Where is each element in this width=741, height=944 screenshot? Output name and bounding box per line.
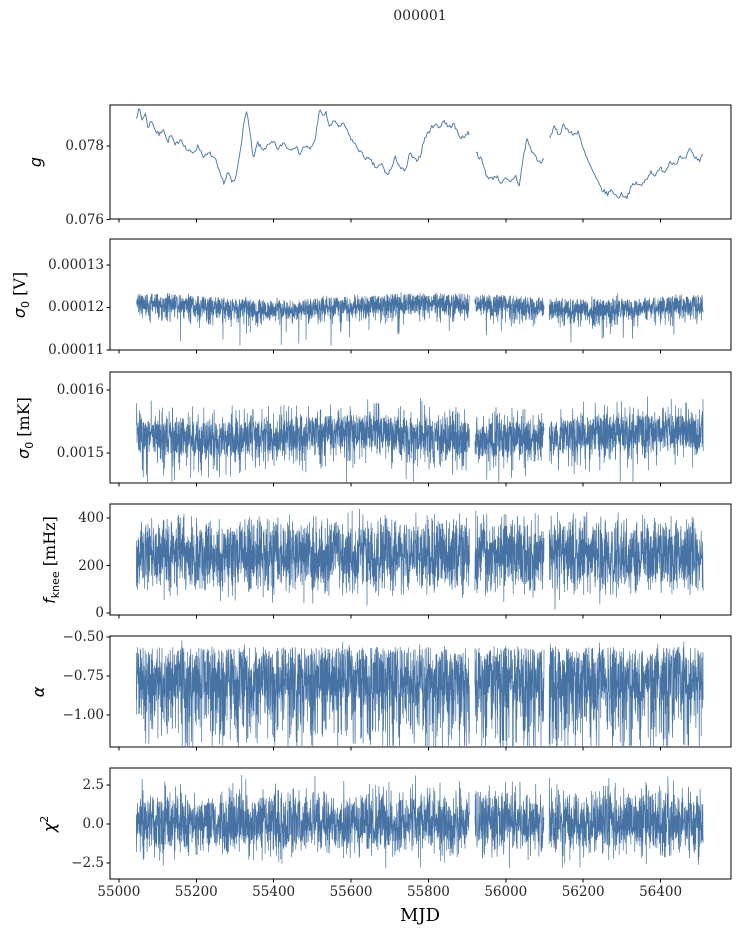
x-tick-label: 56000 xyxy=(484,884,528,900)
data-series-alpha xyxy=(135,640,470,748)
y-tick-label: −0.50 xyxy=(62,628,104,645)
panel-frame xyxy=(109,503,732,616)
x-tick-label: 56400 xyxy=(639,884,683,900)
panel-frame xyxy=(109,238,732,351)
data-series-chi2 xyxy=(548,776,704,868)
x-tick-label: 56200 xyxy=(561,884,605,900)
y-axis-label-sigma0-mk: σ0 [mK] xyxy=(14,396,36,459)
data-series-fknee xyxy=(548,511,704,610)
data-series-gain xyxy=(475,138,545,187)
x-tick-label: 55200 xyxy=(174,884,218,900)
data-series-sigma0-mk xyxy=(548,396,704,484)
data-series-gain xyxy=(549,123,704,200)
data-series-alpha xyxy=(548,641,704,748)
x-tick-label: 55600 xyxy=(329,884,373,900)
y-tick-label: 2.5 xyxy=(82,776,104,793)
y-tick-label: 0.078 xyxy=(65,137,104,154)
panel-frame xyxy=(109,104,732,220)
x-tick-label: 55000 xyxy=(97,884,141,900)
x-tick-label: 55400 xyxy=(252,884,296,900)
y-tick-label: 400 xyxy=(78,510,104,527)
data-series-chi2 xyxy=(474,781,545,868)
y-tick-label: −1.00 xyxy=(62,706,104,723)
y-tick-label: 0.0016 xyxy=(56,382,104,399)
data-series-fknee xyxy=(135,508,470,606)
y-tick-label: 0.00011 xyxy=(48,342,104,358)
y-tick-label: 200 xyxy=(78,557,104,574)
data-series-sigma0-mk xyxy=(136,398,470,484)
y-tick-label: 0.00013 xyxy=(48,256,104,273)
figure-title: 000001 xyxy=(393,8,447,24)
data-series-sigma0-volts xyxy=(135,292,470,346)
y-tick-label: 0.00012 xyxy=(48,299,104,316)
y-tick-label: 0.076 xyxy=(65,211,104,228)
data-series-sigma0-volts xyxy=(548,293,704,343)
data-series-alpha xyxy=(474,646,545,748)
x-axis-label: MJD xyxy=(399,905,441,926)
y-tick-label: −0.75 xyxy=(62,667,104,684)
y-axis-label-chi2: χ2 xyxy=(38,815,59,832)
x-tick-label: 55800 xyxy=(406,884,450,900)
data-series-sigma0-volts xyxy=(474,294,545,336)
y-tick-label: 0.0015 xyxy=(56,444,104,461)
y-tick-label: 0.0 xyxy=(82,815,104,832)
data-series-sigma0-mk xyxy=(474,407,545,484)
data-series-fknee xyxy=(474,510,545,603)
panel-frame xyxy=(109,635,732,748)
data-series-gain xyxy=(135,108,470,185)
data-series-chi2 xyxy=(135,774,470,869)
y-tick-label: −2.5 xyxy=(71,854,104,871)
panel-frame xyxy=(109,371,732,484)
y-tick-label: 0 xyxy=(95,605,104,622)
